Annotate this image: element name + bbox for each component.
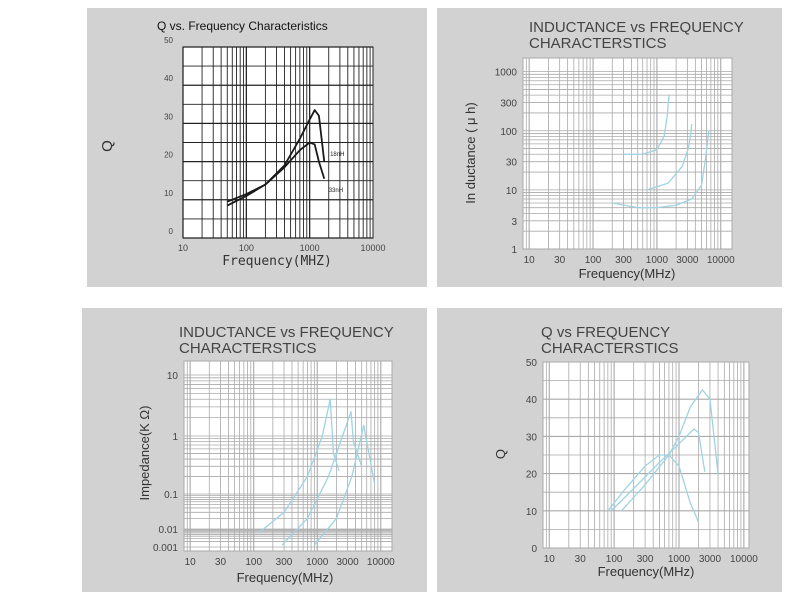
- x-axis-label: Frequency(MHZ): [222, 254, 332, 269]
- x-tick-label: 10000: [707, 255, 735, 266]
- chart-svg: 10 30 100 300 1000 3000 10000 0 10 20 30 40 50 Freque…: [493, 358, 758, 579]
- y-tick-label: 1: [172, 432, 178, 443]
- y-tick-label: 20: [164, 151, 173, 160]
- series-line-curve-3: [313, 424, 376, 546]
- chart-title: INDUCTANCE vs FREQUENCY CHARACTERSTICS: [529, 19, 744, 52]
- series-line-curve-2: [646, 123, 693, 191]
- y-tick-label: 0: [169, 227, 174, 236]
- series-line-curve-1: [607, 454, 700, 523]
- x-tick-label: 30: [215, 557, 227, 568]
- y-tick-label: 0.01: [159, 525, 179, 536]
- y-tick-label: 10: [506, 186, 518, 197]
- x-tick-label: 1000: [668, 554, 691, 565]
- y-axis-label: Q: [493, 449, 508, 459]
- y-axis-label: In ductance ( μ h): [463, 102, 478, 203]
- series-line-curve-2: [281, 411, 363, 546]
- y-tick-label: 10: [164, 189, 173, 198]
- x-tick-label: 10000: [360, 243, 385, 253]
- x-tick-label: 300: [637, 554, 654, 565]
- series-line-curve-1: [258, 398, 340, 534]
- chart-inductance-vs-frequency: 10 30 100 300 1000 3000 10000 1 3 10 30 100 300 1000 F…: [437, 8, 782, 287]
- chart-q-vs-frequency-1: 10 100 1000 10000 0 10 20 30 40 50 18nH 33nH Frequen…: [87, 8, 427, 287]
- x-tick-label: 3000: [676, 255, 699, 266]
- y-tick-label: 30: [506, 158, 518, 169]
- x-axis-label: Frequency(MHz): [237, 570, 334, 585]
- y-tick-label: 300: [500, 99, 517, 110]
- x-tick-label: 100: [245, 557, 262, 568]
- x-tick-label: 100: [585, 255, 602, 266]
- y-axis-label: Q: [99, 140, 116, 152]
- x-tick-label: 30: [575, 554, 587, 565]
- series-line-curve-2: [610, 428, 706, 512]
- x-tick-label: 3000: [336, 557, 359, 568]
- y-tick-label: 20: [526, 470, 538, 481]
- y-tick-label: 0: [531, 544, 537, 555]
- y-axis-label: Impedance(K Ω): [137, 406, 152, 501]
- x-tick-label: 100: [606, 554, 623, 565]
- plot-area: [183, 360, 393, 552]
- x-tick-label: 10: [544, 554, 556, 565]
- y-tick-label: 0.1: [164, 490, 178, 501]
- y-tick-label: 30: [164, 112, 173, 121]
- x-tick-label: 10: [524, 255, 536, 266]
- chart-title: Q vs. Frequency Characteristics: [157, 19, 328, 33]
- series-line-33nH: [226, 141, 326, 207]
- y-tick-label: 3: [511, 217, 517, 228]
- y-tick-label: 10: [167, 371, 179, 382]
- x-tick-label: 300: [276, 557, 293, 568]
- x-axis-label: Frequency(MHz): [579, 266, 676, 281]
- series-line-18nH: [226, 109, 326, 203]
- chart-svg: 10 30 100 300 1000 3000 10000 0.001 0.01 0.1 1 10 Fr…: [137, 360, 395, 585]
- y-tick-label: 50: [526, 358, 538, 369]
- x-tick-label: 100: [239, 243, 254, 253]
- series-annotation: 18nH: [330, 152, 344, 158]
- series-line-curve-3: [621, 389, 719, 512]
- y-tick-label: 10: [526, 507, 538, 518]
- x-tick-label: 10000: [730, 554, 758, 565]
- plot-area: [522, 57, 733, 250]
- y-tick-label: 30: [526, 432, 538, 443]
- x-tick-label: 10000: [367, 557, 395, 568]
- chart-svg: 10 100 1000 10000 0 10 20 30 40 50 18nH 33nH Frequen…: [99, 36, 386, 269]
- y-tick-label: 50: [164, 36, 173, 45]
- x-tick-label: 1000: [646, 255, 669, 266]
- x-tick-label: 10: [185, 557, 197, 568]
- x-tick-label: 30: [554, 255, 566, 266]
- y-tick-label: 1: [511, 245, 517, 256]
- chart-svg: 10 30 100 300 1000 3000 100001310301003001000F…: [463, 57, 735, 281]
- series-line-curve-1: [623, 95, 670, 155]
- series-line-curve-3: [612, 130, 710, 209]
- y-tick-label: 0.001: [153, 543, 178, 554]
- y-tick-label: 40: [526, 395, 538, 406]
- chart-q-vs-frequency-2: 10 30 100 300 1000 3000 10000 0 10 20 30 40 50 Freque…: [437, 308, 782, 592]
- x-tick-label: 300: [615, 255, 632, 266]
- y-tick-label: 40: [164, 74, 173, 83]
- chart-title: Q vs FREQUENCY CHARACTERSTICS: [541, 324, 679, 357]
- x-tick-label: 1000: [306, 557, 329, 568]
- series-annotation: 33nH: [329, 188, 343, 194]
- chart-impedance-vs-frequency: 10 30 100 300 1000 3000 10000 0.001 0.01 0.1 1 10 Fr…: [82, 308, 427, 592]
- x-tick-label: 3000: [699, 554, 722, 565]
- x-axis-label: Frequency(MHz): [598, 564, 695, 579]
- x-tick-label: 10: [178, 243, 188, 253]
- x-tick-label: 1000: [300, 243, 320, 253]
- y-tick-label: 1000: [495, 68, 518, 79]
- y-tick-label: 100: [500, 127, 517, 138]
- chart-title: INDUCTANCE vs FREQUENCY CHARACTERSTICS: [179, 324, 394, 357]
